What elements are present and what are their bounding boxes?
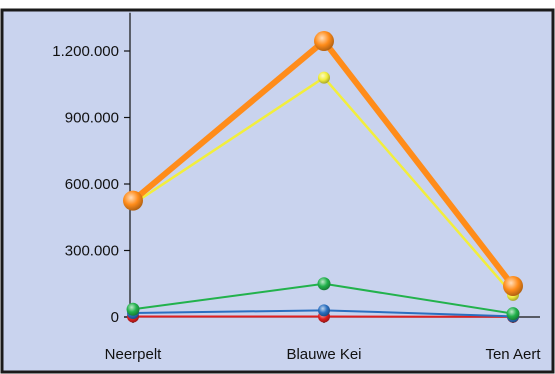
y-tick-label: 1.200.000: [52, 43, 119, 60]
series-layer: [123, 31, 523, 323]
data-point: [317, 277, 331, 291]
tick-labels: 0 300.000 600.000 900.000 1.200.000 Neerpelt B…: [52, 43, 541, 363]
y-tick-label: 600.000: [65, 176, 119, 193]
y-tick-label: 900.000: [65, 110, 119, 127]
y-tick-label: 300.000: [65, 243, 119, 260]
series-2: [126, 277, 520, 321]
x-tick-label: Ten Aert: [485, 346, 541, 363]
x-tick-label: Neerpelt: [105, 346, 163, 363]
data-point: [314, 31, 334, 52]
data-point: [318, 304, 330, 317]
series-0: [123, 31, 523, 296]
data-point: [126, 302, 140, 316]
data-point: [506, 307, 520, 321]
x-tick-label: Blauwe Kei: [286, 346, 361, 363]
y-tick-label: 0: [111, 309, 119, 326]
data-point: [503, 275, 523, 296]
data-point: [318, 71, 330, 84]
data-point: [123, 190, 143, 211]
